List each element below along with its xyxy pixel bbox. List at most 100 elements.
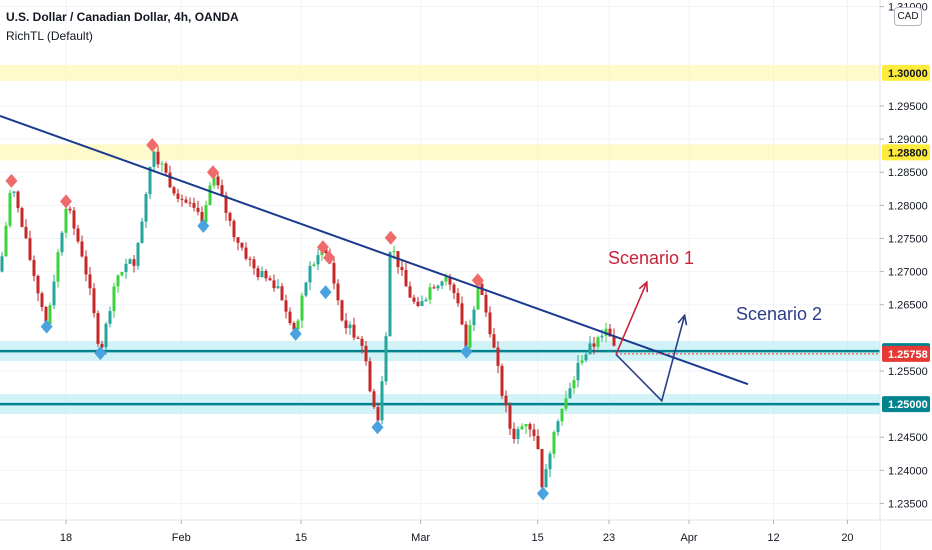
- price-axis[interactable]: [880, 0, 932, 550]
- candle-body: [288, 311, 292, 324]
- candle-body: [92, 288, 96, 314]
- candle-body: [284, 300, 288, 312]
- candle-body: [348, 324, 352, 329]
- swing-high-marker: [146, 138, 159, 153]
- x-tick-label: 20: [841, 532, 853, 544]
- candle-body: [120, 271, 124, 276]
- time-axis[interactable]: [0, 520, 880, 550]
- candle-body: [56, 252, 60, 282]
- candle-body: [240, 242, 244, 248]
- y-tick-label: 1.26500: [888, 300, 928, 312]
- candle-body: [220, 185, 224, 196]
- candle-body: [536, 435, 540, 450]
- candle-body: [292, 323, 296, 330]
- y-tick-label: 1.25500: [888, 366, 928, 378]
- scenario-arrowhead: [677, 313, 688, 326]
- candle-body: [600, 335, 604, 338]
- candle-body: [8, 192, 12, 226]
- swing-high-marker: [384, 230, 397, 245]
- candle-body: [204, 204, 208, 223]
- level-price-tag-text: 1.30000: [888, 68, 928, 80]
- candle-body: [184, 199, 188, 203]
- candle-body: [484, 294, 488, 313]
- candle-body: [384, 336, 388, 382]
- candle-body: [212, 176, 216, 186]
- candle-body: [572, 380, 576, 389]
- x-tick-label: 15: [532, 532, 544, 544]
- trendline[interactable]: [0, 114, 749, 386]
- x-tick-label: 18: [60, 532, 72, 544]
- scenario-arrowhead: [638, 280, 649, 293]
- candle-body: [528, 424, 532, 430]
- candle-body: [136, 243, 140, 266]
- candle-body: [264, 270, 268, 279]
- candle-body: [196, 207, 200, 212]
- candle-body: [424, 299, 428, 302]
- candle-body: [532, 429, 536, 436]
- swing-low-marker: [94, 346, 107, 361]
- candle-body: [36, 275, 40, 294]
- candles-group: [0, 145, 616, 494]
- candle-body: [432, 287, 436, 289]
- scenario-path[interactable]: [615, 281, 648, 355]
- indicator-label: RichTL (Default): [6, 29, 93, 43]
- candle-body: [132, 259, 136, 266]
- candle-body: [436, 285, 440, 289]
- candle-body: [100, 343, 104, 348]
- candle-body: [200, 211, 204, 223]
- symbol-title: U.S. Dollar / Canadian Dollar, 4h, OANDA: [6, 10, 239, 24]
- candle-body: [356, 337, 360, 339]
- swing-low-marker: [371, 420, 384, 435]
- candle-body: [336, 283, 340, 301]
- candle-body: [248, 258, 252, 260]
- candle-body: [508, 405, 512, 429]
- candle-body: [44, 307, 48, 325]
- candle-body: [340, 300, 344, 321]
- candle-body: [428, 287, 432, 300]
- currency-badge[interactable]: CAD: [894, 7, 922, 26]
- candle-body: [76, 228, 80, 242]
- candle-body: [276, 286, 280, 289]
- candle-body: [64, 208, 68, 233]
- x-tick-label: Feb: [172, 532, 191, 544]
- scenario-path[interactable]: [615, 315, 686, 403]
- candle-body: [164, 163, 168, 173]
- level-price-tag: [882, 396, 930, 413]
- candle-body: [364, 345, 368, 362]
- candle-body: [608, 328, 612, 337]
- candle-body: [72, 210, 76, 229]
- candle-body: [448, 276, 452, 285]
- candle-body: [104, 323, 108, 348]
- candle-body: [152, 151, 156, 167]
- candle-body: [148, 166, 152, 195]
- candle-body: [376, 407, 380, 421]
- candle-body: [324, 249, 328, 253]
- candle-body: [32, 259, 36, 276]
- candle-body: [308, 265, 312, 283]
- candle-body: [280, 286, 284, 301]
- candle-body: [192, 203, 196, 208]
- candle-body: [556, 421, 560, 432]
- candle-body: [0, 256, 4, 272]
- candle-body: [472, 309, 476, 326]
- swing-high-marker: [5, 173, 18, 188]
- candle-body: [296, 320, 300, 330]
- candle-body: [68, 208, 72, 211]
- y-tick-label: 1.29500: [888, 101, 928, 113]
- candle-body: [140, 221, 144, 244]
- swing-low-marker: [40, 319, 53, 334]
- candle-body: [500, 365, 504, 396]
- swing-high-marker: [323, 250, 336, 265]
- candle-body: [252, 259, 256, 269]
- swing-low-marker: [289, 326, 302, 341]
- candle-body: [16, 191, 20, 209]
- candle-body: [316, 255, 320, 265]
- candle-body: [596, 337, 600, 347]
- candle-body: [560, 408, 564, 422]
- candle-body: [564, 398, 568, 409]
- candle-body: [584, 354, 588, 361]
- candle-body: [28, 238, 32, 260]
- candle-body: [124, 263, 128, 272]
